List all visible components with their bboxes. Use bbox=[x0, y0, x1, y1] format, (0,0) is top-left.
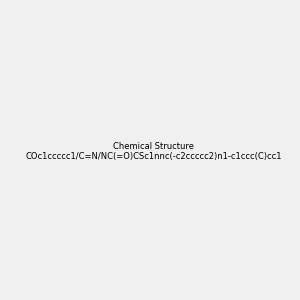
Text: Chemical Structure
COc1ccccc1/C=N/NC(=O)CSc1nnc(-c2ccccc2)n1-c1ccc(C)cc1: Chemical Structure COc1ccccc1/C=N/NC(=O)… bbox=[26, 142, 282, 161]
